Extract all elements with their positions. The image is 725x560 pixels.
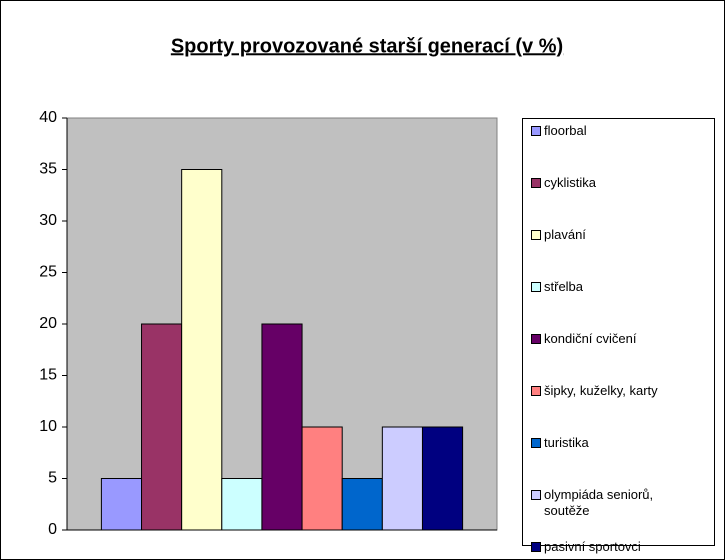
legend: floorbal cyklistika plavání střelba kondiční… bbox=[522, 118, 715, 554]
y-tick-label: 0 bbox=[48, 521, 57, 538]
bar bbox=[381, 426, 423, 531]
legend-item: turistika bbox=[531, 435, 711, 451]
legend-swatch bbox=[531, 230, 541, 240]
legend-label: cyklistika bbox=[544, 175, 597, 190]
legend-swatch bbox=[531, 334, 541, 344]
y-tick-label: 40 bbox=[39, 109, 57, 126]
legend-item: pasivní sportovci bbox=[531, 539, 711, 555]
bar bbox=[301, 426, 343, 531]
chart-title: Sporty provozované starší generací (v %) bbox=[171, 35, 563, 57]
bar bbox=[421, 426, 464, 531]
bar bbox=[221, 478, 263, 531]
y-tick-label: 20 bbox=[39, 315, 57, 332]
legend-swatch bbox=[531, 438, 541, 448]
legend-item: kondiční cvičení bbox=[531, 331, 711, 347]
legend-item: olympiáda seniorů, soutěže bbox=[531, 487, 711, 519]
legend-item: plavání bbox=[531, 227, 711, 243]
bar bbox=[141, 323, 183, 531]
legend-label: kondiční cvičení bbox=[544, 331, 637, 346]
legend-label: plavání bbox=[544, 227, 586, 242]
legend-label: turistika bbox=[544, 435, 589, 450]
bar bbox=[261, 323, 303, 531]
bar bbox=[100, 478, 143, 531]
legend-swatch bbox=[531, 282, 541, 292]
legend-swatch bbox=[531, 178, 541, 188]
legend-item: střelba bbox=[531, 279, 711, 295]
legend-label: šipky, kuželky, karty bbox=[544, 383, 658, 398]
legend-swatch bbox=[531, 386, 541, 396]
legend-item: cyklistika bbox=[531, 175, 711, 191]
bar bbox=[341, 478, 383, 531]
y-tick-label: 35 bbox=[39, 161, 57, 178]
legend-swatch bbox=[531, 126, 541, 136]
y-tick-label: 25 bbox=[39, 264, 57, 281]
legend-label: pasivní sportovci bbox=[544, 539, 641, 554]
legend-swatch bbox=[531, 490, 541, 500]
y-tick-label: 15 bbox=[39, 367, 57, 384]
legend-label: střelba bbox=[544, 279, 584, 294]
legend-label: olympiáda seniorů, soutěže bbox=[544, 487, 654, 518]
legend-swatch bbox=[531, 542, 541, 552]
legend-item: floorbal bbox=[531, 123, 711, 139]
y-tick-label: 5 bbox=[48, 470, 57, 487]
bar bbox=[181, 169, 223, 531]
legend-item: šipky, kuželky, karty bbox=[531, 383, 711, 399]
y-tick-label: 10 bbox=[39, 418, 57, 435]
y-tick-label: 30 bbox=[39, 212, 57, 229]
legend-label: floorbal bbox=[544, 123, 587, 138]
